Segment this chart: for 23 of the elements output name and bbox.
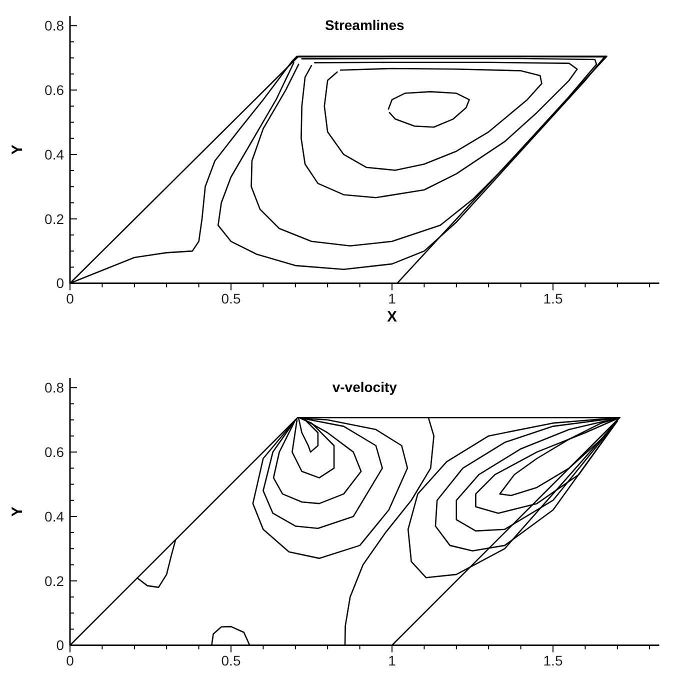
y-axis-title: Y xyxy=(9,506,26,517)
y-tick-label: 0.2 xyxy=(44,572,64,589)
y-tick-label: 0.4 xyxy=(44,146,64,162)
x-tick-label: 0.5 xyxy=(221,290,241,306)
x-tick-label: 0.5 xyxy=(221,652,241,668)
y-tick-label: 0.6 xyxy=(44,444,64,460)
x-tick-label: 1.5 xyxy=(543,290,563,306)
x-tick-label: 0 xyxy=(66,290,74,306)
x-tick-label: 0 xyxy=(66,652,74,668)
x-tick-label: 1.5 xyxy=(543,652,563,668)
x-tick-label: 1 xyxy=(388,652,396,668)
y-tick-label: 0.8 xyxy=(44,380,64,396)
chart-title: v-velocity xyxy=(332,379,398,395)
chart-title: Streamlines xyxy=(324,17,405,33)
y-tick-label: 0.8 xyxy=(44,18,64,34)
y-tick-label: 0.2 xyxy=(44,210,64,227)
y-tick-label: 0.6 xyxy=(44,82,64,98)
y-tick-label: 0.4 xyxy=(44,508,64,524)
x-tick-label: 1 xyxy=(388,290,396,306)
y-tick-label: 0 xyxy=(56,275,64,292)
y-axis-title: Y xyxy=(9,144,26,155)
y-tick-label: 0 xyxy=(56,637,64,654)
x-axis-title: X xyxy=(386,308,398,326)
